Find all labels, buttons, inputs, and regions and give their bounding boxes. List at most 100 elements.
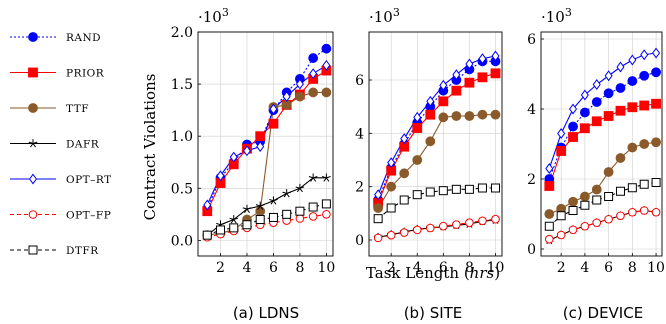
data-point-opt-fp	[651, 207, 661, 217]
panel-caption: (a) LDNS	[233, 304, 299, 322]
data-point-opt-rt	[413, 111, 422, 123]
data-point-prior	[651, 98, 661, 109]
data-point-ttf	[568, 196, 578, 207]
scale-base: ·10	[369, 8, 393, 26]
series-markers-opt-fp	[545, 206, 661, 244]
data-point-opt-fp	[628, 207, 637, 217]
legend-label-prior: PRIOR	[66, 68, 105, 80]
x-tick-label: 2	[216, 260, 225, 276]
legend-marker-rand	[28, 32, 38, 42]
x-tick-label: 8	[465, 260, 474, 276]
data-point-opt-fp	[568, 225, 578, 235]
legend-entry-ttf: TTF	[10, 103, 89, 115]
legend-entry-rand: RAND	[10, 32, 101, 44]
data-point-opt-rt	[282, 91, 291, 103]
data-point-opt-rt	[628, 54, 637, 66]
data-point-ttf	[308, 87, 319, 98]
data-point-dtfr	[229, 223, 239, 233]
series-markers-dtfr	[202, 199, 331, 240]
data-point-rand	[321, 43, 332, 54]
data-point-ttf	[425, 136, 436, 147]
data-point-prior	[639, 100, 650, 111]
data-point-opt-fp	[491, 214, 500, 224]
x-tick-label: 2	[387, 260, 396, 276]
data-point-opt-rt	[216, 170, 225, 182]
data-point-opt-fp	[639, 206, 649, 215]
data-point-opt-rt	[269, 103, 278, 115]
y-tick-label: 6	[355, 73, 364, 89]
series-line-dtfr	[377, 187, 496, 220]
legend-marker-opt-rt	[28, 173, 38, 185]
data-point-opt-fp	[425, 223, 435, 233]
data-point-dafr	[295, 183, 305, 193]
legend-label-opt-rt: OPT–RT	[66, 174, 112, 186]
legend-marker-prior	[28, 67, 38, 78]
data-point-ttf	[255, 206, 266, 217]
data-point-ttf	[490, 109, 501, 120]
data-point-opt-rt	[640, 49, 649, 61]
x-tick-label: 10	[647, 260, 665, 276]
data-point-dtfr	[425, 187, 435, 197]
series-markers-dtfr	[544, 178, 661, 231]
data-point-prior	[579, 123, 590, 134]
x-tick-label: 8	[628, 260, 637, 276]
data-point-dafr	[322, 173, 331, 182]
data-point-ttf	[615, 153, 626, 163]
data-point-opt-fp	[580, 221, 590, 231]
data-point-opt-rt	[604, 70, 613, 82]
data-point-dafr	[308, 173, 318, 182]
data-point-opt-rt	[203, 199, 212, 211]
data-point-dtfr	[568, 206, 578, 215]
y-axis-label: Contract Violations	[141, 74, 159, 221]
data-point-opt-rt	[387, 157, 396, 169]
data-point-opt-rt	[309, 68, 318, 80]
legend-marker-dtfr	[28, 245, 38, 255]
data-point-dtfr	[412, 190, 422, 200]
data-point-dtfr	[321, 199, 331, 209]
data-point-ttf	[651, 137, 661, 148]
data-point-opt-fp	[604, 214, 613, 224]
data-point-ttf	[579, 191, 590, 202]
x-axis-label-unit: hrs	[470, 264, 495, 282]
y-tick-label: 6	[527, 32, 536, 48]
data-point-rand	[579, 107, 590, 118]
series-markers-prior	[544, 98, 661, 191]
data-point-opt-fp	[386, 230, 396, 240]
data-point-dafr	[269, 196, 278, 205]
data-point-prior	[568, 132, 578, 142]
scale-exponent: 3	[222, 6, 229, 19]
data-point-opt-fp	[439, 221, 448, 231]
data-point-ttf	[639, 139, 650, 149]
series-line-opt-rt	[548, 52, 657, 169]
data-point-rand	[308, 53, 319, 63]
data-point-dtfr	[399, 195, 409, 205]
legend: RAND PRIOR TTF DAFR OPT–RT OPT–FP DTFR	[10, 32, 112, 257]
legend-entry-prior: PRIOR	[10, 67, 105, 80]
data-point-ttf	[627, 142, 638, 153]
data-point-rand	[639, 70, 650, 81]
data-point-dtfr	[308, 202, 318, 212]
data-point-opt-rt	[616, 61, 625, 73]
data-point-prior	[255, 131, 266, 142]
data-point-opt-fp	[399, 228, 409, 237]
series-line-opt-fp	[549, 209, 657, 240]
data-point-dtfr	[627, 183, 637, 193]
data-point-opt-fp	[412, 225, 422, 235]
series-line-prior	[548, 103, 657, 187]
data-point-opt-fp	[465, 218, 474, 227]
series-line-opt-fp	[378, 218, 496, 239]
data-point-opt-rt	[557, 128, 566, 139]
x-axis-label: Task Length (hrs)	[366, 264, 500, 282]
data-point-dtfr	[386, 203, 396, 213]
data-point-dtfr	[282, 209, 292, 219]
plot-frame	[197, 31, 334, 257]
series-line-ttf	[377, 114, 496, 209]
data-point-dtfr	[373, 214, 383, 224]
axis-scale-factor: ·103	[369, 6, 400, 26]
data-point-prior	[438, 96, 449, 107]
y-tick-label: 0	[527, 242, 536, 258]
y-tick-label: 4	[527, 102, 536, 118]
series-line-rand	[206, 48, 327, 210]
data-point-rand	[603, 88, 614, 99]
x-tick-label: 6	[269, 260, 278, 276]
